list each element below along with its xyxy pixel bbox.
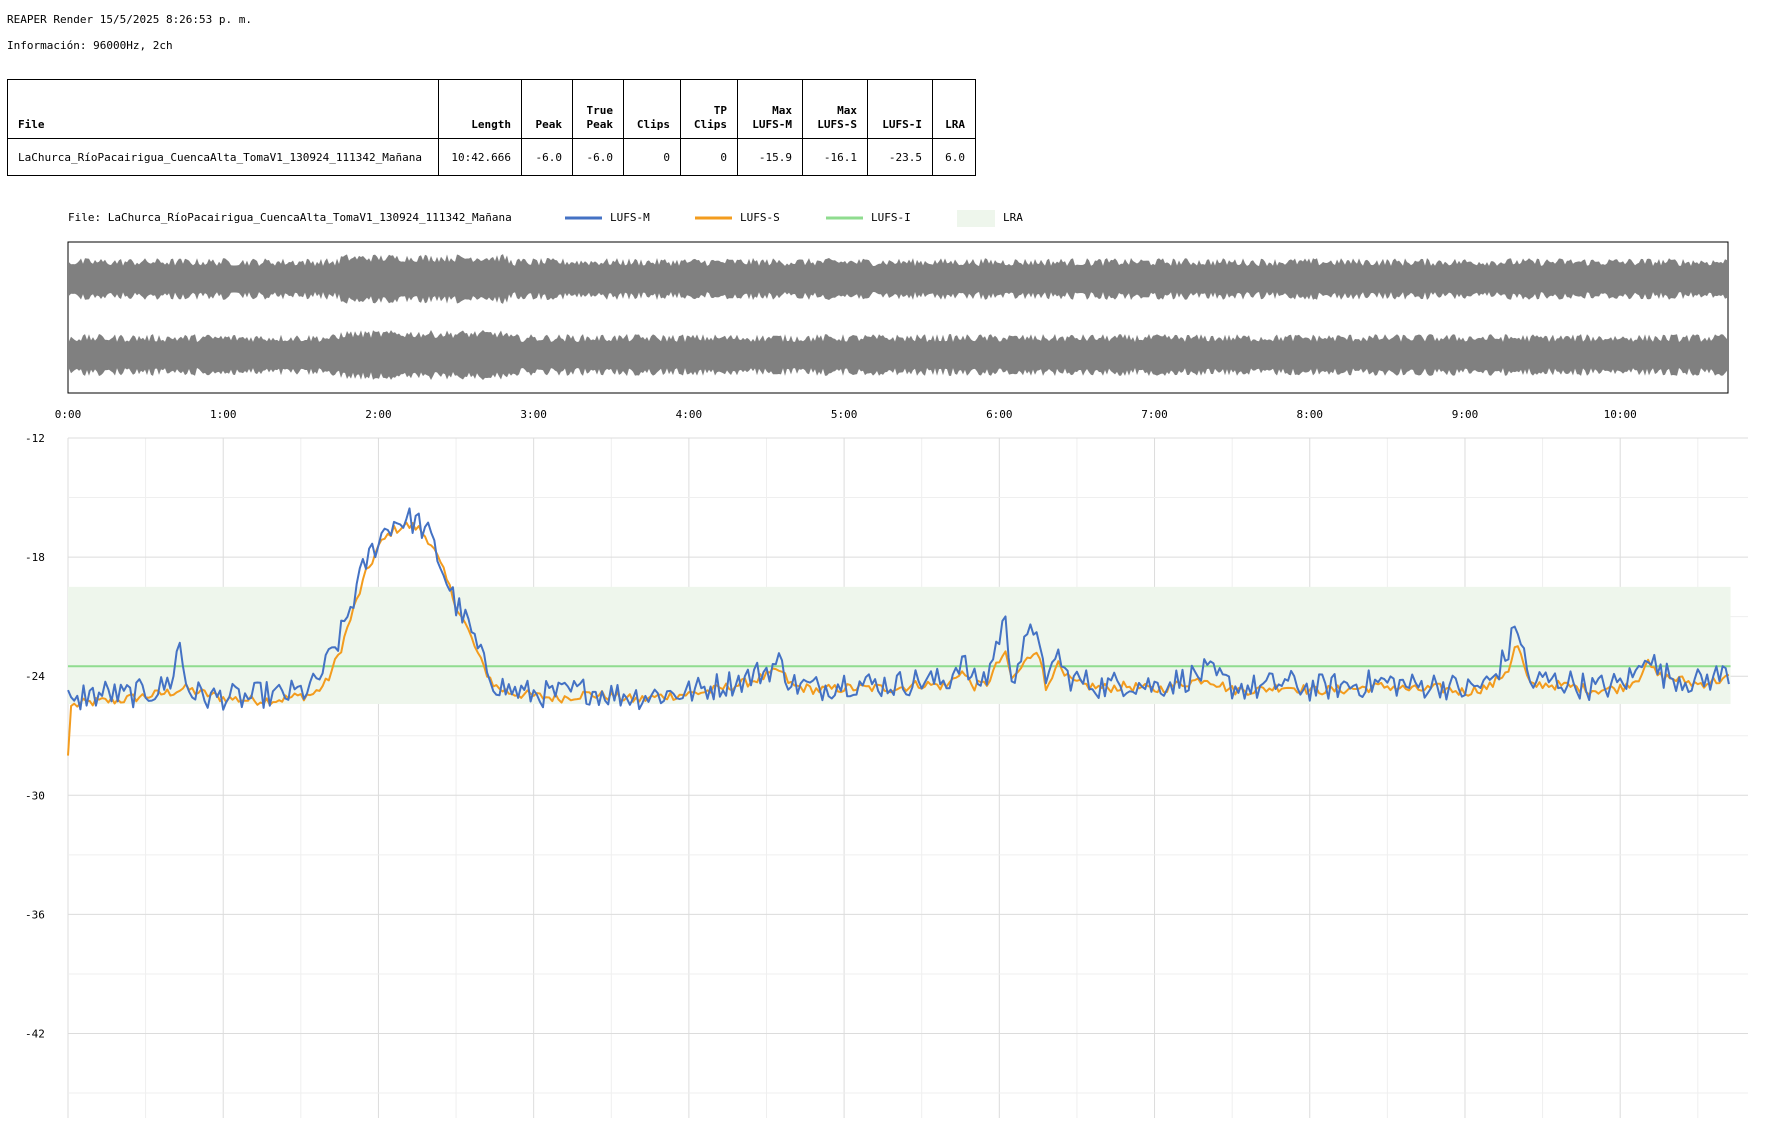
render-info: Información: 96000Hz, 2ch [7, 39, 173, 52]
x-tick-label: 1:00 [210, 408, 237, 421]
cell-peak: -6.0 [521, 138, 573, 176]
x-tick-label: 7:00 [1141, 408, 1168, 421]
col-file: File [7, 79, 439, 139]
stats-data-row: LaChurca_RíoPacairigua_CuencaAlta_TomaV1… [7, 138, 976, 176]
x-axis-ticks: 0:00 1:00 2:00 3:00 4:00 5:00 6:00 7:00 8:00 9:00… [55, 408, 1637, 421]
col-length: Length [438, 79, 522, 139]
x-tick-label: 10:00 [1604, 408, 1637, 421]
render-title: REAPER Render 15/5/2025 8:26:53 p. m. [7, 13, 253, 26]
x-tick-label: 8:00 [1297, 408, 1324, 421]
legend-file-label: File: LaChurca_RíoPacairigua_CuencaAlta_… [68, 211, 512, 224]
cell-tp-clips: 0 [680, 138, 738, 176]
waveform-frame [67, 241, 1729, 394]
x-tick-label: 0:00 [55, 408, 82, 421]
cell-true-peak: -6.0 [572, 138, 624, 176]
x-tick-label: 9:00 [1452, 408, 1479, 421]
legend-label-lufs-s: LUFS-S [740, 211, 780, 224]
x-tick-label: 4:00 [676, 408, 703, 421]
stats-header-row: File Length Peak True Peak Clips TP Clips … [7, 79, 976, 139]
stats-table: File Length Peak True Peak Clips TP Clips … [7, 79, 976, 176]
cell-lra: 6.0 [932, 138, 976, 176]
legend-label-lufs-i: LUFS-I [871, 211, 911, 224]
waveform-channel-2 [69, 330, 1727, 380]
cell-max-lufs-s: -16.1 [802, 138, 868, 176]
col-max-lufs-m: Max LUFS-M [737, 79, 803, 139]
y-axis-ticks: -12 -18 -24 -30 -36 -42 [25, 432, 45, 1041]
col-lufs-i: LUFS-I [867, 79, 933, 139]
col-clips: Clips [623, 79, 681, 139]
col-lra: LRA [932, 79, 976, 139]
x-tick-label: 3:00 [520, 408, 547, 421]
y-tick-label: -42 [25, 1028, 45, 1041]
x-tick-label: 6:00 [986, 408, 1013, 421]
x-tick-label: 5:00 [831, 408, 858, 421]
legend-label-lufs-m: LUFS-M [610, 211, 650, 224]
y-tick-label: -36 [25, 908, 45, 921]
col-max-lufs-s: Max LUFS-S [802, 79, 868, 139]
y-tick-label: -24 [25, 670, 45, 683]
lra-band [68, 586, 1731, 704]
x-tick-label: 2:00 [365, 408, 392, 421]
cell-clips: 0 [623, 138, 681, 176]
y-tick-label: -18 [25, 551, 45, 564]
waveform-channel-1 [69, 254, 1727, 304]
legend-swatch-lra [957, 210, 995, 227]
col-peak: Peak [521, 79, 573, 139]
waveform-panel [67, 241, 1729, 394]
legend-label-lra: LRA [1003, 211, 1023, 224]
cell-max-lufs-m: -15.9 [737, 138, 803, 176]
chart-grid [67, 437, 1748, 1118]
col-true-peak: True Peak [572, 79, 624, 139]
col-tp-clips: TP Clips [680, 79, 738, 139]
series-lufs-m [67, 507, 1730, 711]
y-tick-label: -12 [25, 432, 45, 445]
series-lufs-s [67, 521, 1730, 756]
y-tick-label: -30 [25, 789, 45, 802]
cell-lufs-i: -23.5 [867, 138, 933, 176]
cell-length: 10:42.666 [438, 138, 522, 176]
cell-file: LaChurca_RíoPacairigua_CuencaAlta_TomaV1… [7, 138, 439, 176]
